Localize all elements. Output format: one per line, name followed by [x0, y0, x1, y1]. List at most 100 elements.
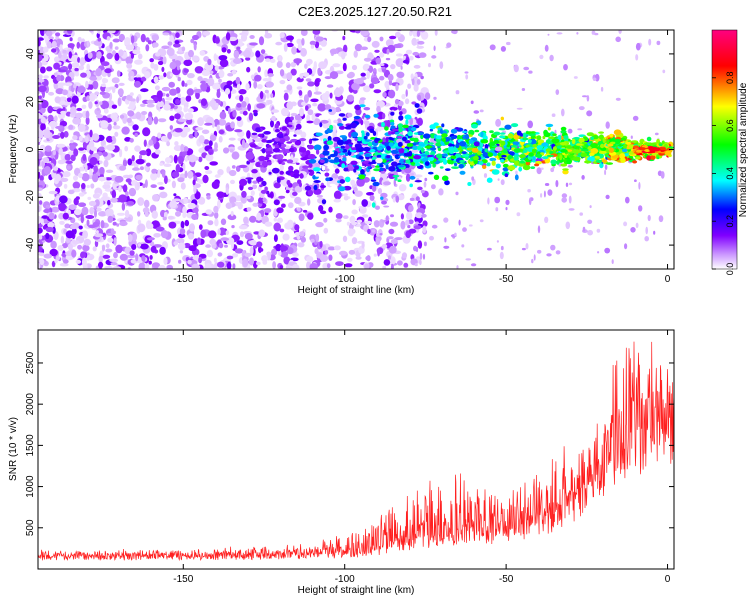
- spectrogram-cell: [354, 104, 361, 111]
- spectrogram-cell: [387, 255, 392, 260]
- spectrogram-cell: [38, 85, 47, 93]
- spectrogram-cell: [423, 181, 427, 188]
- spectrogram-cell: [62, 212, 69, 220]
- spectrogram-cell: [414, 174, 423, 178]
- spectrogram-cell: [504, 173, 509, 178]
- spectrogram-cell: [433, 45, 436, 52]
- spectrogram-cell: [383, 259, 391, 266]
- spectrogram-cell: [106, 135, 113, 143]
- spectrogram-cell: [95, 114, 104, 119]
- spectrogram-cell: [586, 95, 590, 102]
- spectrogram-cell: [361, 214, 369, 218]
- spectrogram-cell: [279, 250, 289, 258]
- colorbar-tick-label: 0.4: [725, 167, 735, 180]
- spectrogram-cell: [329, 183, 336, 187]
- spectrogram-cell: [429, 124, 437, 130]
- spectrogram-cell: [187, 170, 194, 179]
- spectrogram-cell: [155, 226, 165, 232]
- spectrogram-cell: [66, 97, 72, 103]
- spectrogram-cell: [324, 76, 332, 80]
- spectrogram-cell: [385, 136, 389, 143]
- spectrogram-cell: [225, 32, 231, 41]
- spectrogram-cell: [415, 212, 423, 219]
- spectrogram-cell: [218, 78, 222, 83]
- spectrogram-cell: [343, 44, 348, 53]
- spectrogram-cell: [377, 188, 383, 194]
- spectrogram-cell: [42, 157, 50, 164]
- spectrogram-cell: [323, 227, 329, 234]
- spectrogram-cell: [359, 104, 366, 108]
- spectrogram-cell: [124, 145, 129, 152]
- spectrogram-cell: [578, 106, 585, 111]
- spectrogram-cell: [137, 53, 143, 60]
- spectrogram-cell: [582, 95, 588, 98]
- spectrogram-cell: [459, 141, 467, 147]
- spectrogram-cell: [275, 41, 283, 46]
- spectrogram-cell: [489, 44, 496, 51]
- spectrogram-cell: [505, 207, 508, 211]
- spectrogram-cell: [387, 236, 394, 240]
- spectrogram-cell: [67, 30, 73, 34]
- spectrogram-cell: [365, 255, 371, 261]
- spectrogram-cell: [556, 32, 563, 35]
- spectrogram-cell: [111, 104, 118, 109]
- spectrogram-cell: [544, 216, 549, 223]
- spectrogram-cell: [441, 175, 449, 182]
- snr-y-label: SNR (10 * v/v): [8, 417, 19, 481]
- spectrogram-cell: [39, 175, 44, 182]
- spectrogram-cell: [495, 118, 501, 127]
- spectrogram-cell: [114, 131, 119, 137]
- spectrogram-cell: [397, 164, 405, 168]
- spectrogram-cell: [86, 40, 90, 48]
- spectrogram-cell: [261, 147, 266, 154]
- spectrogram-cell: [130, 52, 135, 59]
- spectrogram-cell: [286, 247, 294, 255]
- spectrogram-cell: [337, 175, 344, 180]
- spectrogram-cell: [525, 243, 529, 250]
- spectrogram-cell: [89, 30, 94, 33]
- spectrogram-cell: [335, 261, 344, 266]
- spectrogram-cell: [459, 159, 466, 163]
- spectrogram-cell: [38, 153, 42, 160]
- spectrogram-cell: [581, 148, 589, 152]
- spectrogram-cell: [243, 216, 249, 224]
- spectrogram-cell: [63, 183, 68, 189]
- spectrogram-cell: [85, 80, 89, 89]
- spectrogram-cell: [596, 228, 601, 233]
- spectrogram-cell: [187, 202, 196, 209]
- spectrogram-cell: [71, 62, 80, 68]
- spectrogram-cell: [273, 234, 278, 243]
- spectrogram-cell: [343, 215, 349, 220]
- spectrogram-cell: [341, 163, 346, 169]
- spectrogram-cell: [183, 197, 189, 204]
- spectrogram-cell: [664, 150, 672, 156]
- spectrogram-cell: [319, 122, 323, 128]
- spectrogram-cell: [198, 224, 203, 230]
- spectrogram-cell: [632, 160, 638, 164]
- spectrogram-cell: [38, 227, 43, 234]
- spectrogram-cell: [167, 215, 174, 220]
- spectrogram-cell: [347, 112, 353, 118]
- spectrogram-cell: [522, 132, 527, 138]
- spectrogram-cell: [43, 75, 49, 79]
- spectrogram-cell: [101, 244, 106, 252]
- spectrogram-cell: [107, 123, 112, 131]
- spectrogram-cell: [408, 219, 414, 225]
- spectrogram-cell: [96, 32, 100, 39]
- spectrogram-cell: [566, 149, 573, 152]
- spectrogram-cell: [231, 69, 237, 75]
- spectrogram-cell: [38, 95, 42, 100]
- spectrogram-cell: [167, 41, 173, 46]
- spectrogram-cell: [389, 35, 397, 40]
- spectrogram-cell: [148, 223, 154, 230]
- spectrogram-cell: [482, 165, 487, 169]
- spectrogram-cell: [598, 131, 604, 134]
- spectrogram-cell: [359, 97, 366, 101]
- spectrogram-cell: [320, 39, 328, 47]
- spectrogram-cell: [646, 155, 652, 161]
- spectrogram-cell: [39, 200, 43, 205]
- spectrogram-cell: [572, 149, 581, 154]
- spectrogram-cell: [536, 135, 542, 141]
- spectrogram-cell: [497, 178, 500, 181]
- spectrogram-cell: [205, 209, 213, 215]
